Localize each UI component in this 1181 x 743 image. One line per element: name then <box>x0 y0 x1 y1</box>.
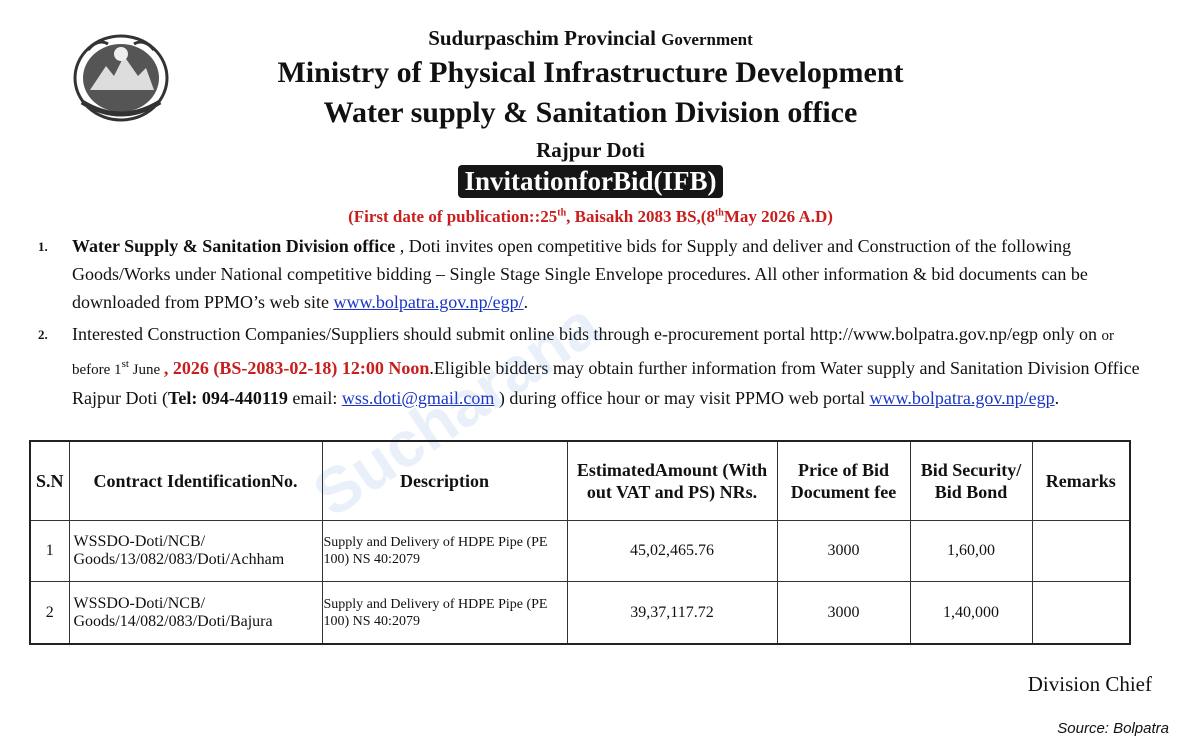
publication-date: (First date of publication::25th, Baisak… <box>0 207 1181 227</box>
paragraph-2-text2: .Eligible bidders may obtain further inf… <box>72 358 1140 408</box>
email-link[interactable]: wss.doti@gmail.com <box>341 388 495 408</box>
cell-amount: 45,02,465.76 <box>566 519 778 583</box>
bid-deadline: , 2026 (BS-2083-02-18) 12:00 Noon <box>163 358 430 378</box>
publication-prefix: (First date of publication::25 <box>348 207 558 226</box>
header-sn: S.N <box>29 440 70 521</box>
header-description: Description <box>321 440 568 521</box>
notice-title: InvitationforBid(IFB) <box>458 165 723 198</box>
cell-description: Supply and Delivery of HDPE Pipe (PE 100… <box>321 519 568 583</box>
ministry-heading: Ministry of Physical Infrastructure Deve… <box>277 56 904 89</box>
cell-remarks <box>1031 581 1131 645</box>
paragraph-2-before: or before 1 <box>72 328 1115 378</box>
ppmo-portal-link[interactable]: www.bolpatra.gov.np/egp <box>869 388 1055 408</box>
signature: Division Chief <box>1027 672 1152 696</box>
government-label: Government <box>661 30 753 49</box>
paragraph-2-end: . <box>1054 388 1060 408</box>
cell-remarks <box>1031 519 1131 583</box>
table-row: 2 WSSDO-Doti/NCB/ Goods/14/082/083/Doti/… <box>29 581 1131 645</box>
cell-price: 3000 <box>776 581 911 645</box>
paragraph-2: Interested Construction Companies/Suppli… <box>72 320 1152 412</box>
header-price: Price of Bid Document fee <box>776 440 911 521</box>
cell-description: Supply and Delivery of HDPE Pipe (PE 100… <box>321 581 568 645</box>
table-header-row: S.N Contract IdentificationNo. Descripti… <box>29 440 1131 521</box>
paragraph-2-text3: ) during office hour or may visit PPMO w… <box>494 388 870 408</box>
header-contract: Contract IdentificationNo. <box>68 440 323 521</box>
cell-sn: 1 <box>29 519 70 583</box>
paragraph-2-june: June <box>128 362 164 378</box>
header-remarks: Remarks <box>1031 440 1131 521</box>
publication-sup1: th <box>557 207 567 219</box>
header-amount: EstimatedAmount (With out VAT and PS) NR… <box>566 440 778 521</box>
publication-middle: , Baisakh 2083 BS,(8 <box>566 207 715 226</box>
province-name: Sudurpaschim Provincial <box>428 26 656 50</box>
source-credit: Source: Bolpatra <box>1057 720 1169 737</box>
notice-title-wrap: InvitationforBid(IFB) <box>0 165 1181 198</box>
header-security: Bid Security/ Bid Bond <box>909 440 1033 521</box>
paragraph-2-number: 2. <box>38 327 48 342</box>
cell-amount: 39,37,117.72 <box>566 581 778 645</box>
nepal-government-emblem-icon <box>73 34 169 122</box>
email-label: email: <box>287 388 342 408</box>
location-heading: Rajpur Doti <box>536 138 645 162</box>
telephone-number: Tel: 094-440119 <box>168 388 288 408</box>
provincial-government-heading: Sudurpaschim Provincial Government <box>0 26 1181 51</box>
cell-sn: 2 <box>29 581 70 645</box>
table-row: 1 WSSDO-Doti/NCB/ Goods/13/082/083/Doti/… <box>29 519 1131 583</box>
paragraph-1-office: Water Supply & Sanitation Division offic… <box>72 236 396 256</box>
paragraph-2-sup: st <box>121 358 129 370</box>
publication-suffix: May 2026 A.D) <box>723 207 833 226</box>
paragraph-2-text1: Interested Construction Companies/Suppli… <box>72 324 1102 344</box>
cell-contract: WSSDO-Doti/NCB/ Goods/14/082/083/Doti/Ba… <box>68 581 323 645</box>
office-heading: Water supply & Sanitation Division offic… <box>323 96 858 129</box>
cell-price: 3000 <box>776 519 911 583</box>
cell-security: 1,40,000 <box>909 581 1033 645</box>
cell-security: 1,60,00 <box>909 519 1033 583</box>
paragraph-1-end: . <box>523 292 529 312</box>
bids-table: S.N Contract IdentificationNo. Descripti… <box>29 440 1131 645</box>
cell-contract: WSSDO-Doti/NCB/ Goods/13/082/083/Doti/Ac… <box>68 519 323 583</box>
paragraph-1-number: 1. <box>38 239 48 254</box>
paragraph-1: Water Supply & Sanitation Division offic… <box>72 232 1152 316</box>
paragraph-1-text: , Doti invites open competitive bids for… <box>72 236 1088 312</box>
ppmo-website-link[interactable]: www.bolpatra.gov.np/egp/ <box>333 292 524 312</box>
publication-sup2: th <box>714 207 724 219</box>
